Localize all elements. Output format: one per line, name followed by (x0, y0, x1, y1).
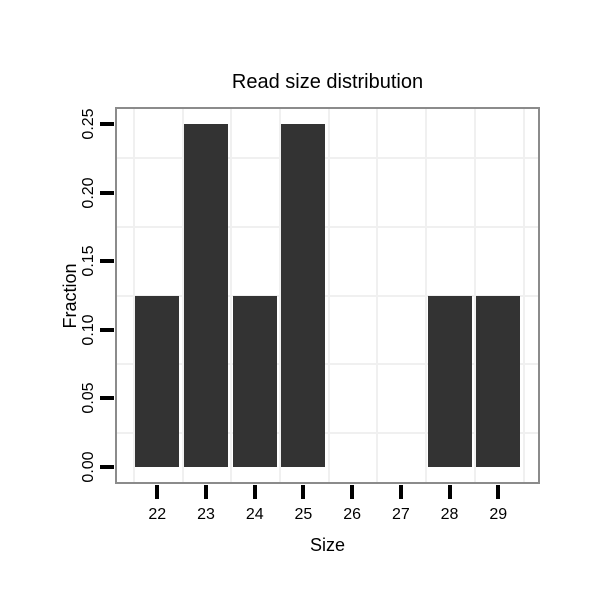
x-tick (301, 485, 306, 499)
x-tick (204, 485, 208, 499)
x-tick (398, 485, 403, 499)
y-tick (100, 396, 114, 401)
h-gridline (117, 363, 538, 366)
h-gridline (117, 225, 538, 228)
bar-size-28 (427, 295, 472, 467)
h-gridline (117, 431, 538, 434)
bar-size-22 (135, 295, 180, 467)
h-gridline (117, 294, 538, 297)
y-tick-label: 0.15 (80, 245, 97, 277)
bar-size-24 (232, 295, 277, 467)
x-tick-label: 28 (440, 506, 459, 523)
y-tick-label: 0.05 (80, 382, 97, 414)
x-tick (350, 485, 355, 499)
x-tick-label: 24 (245, 506, 264, 523)
x-tick (252, 485, 257, 499)
x-tick (155, 485, 160, 499)
y-tick-label: 0.10 (80, 314, 97, 346)
y-tick (100, 190, 114, 195)
x-tick-label: 27 (391, 506, 410, 523)
x-tick (447, 485, 452, 499)
x-tick-label: 22 (148, 506, 167, 523)
y-tick-label: 0.00 (80, 451, 97, 483)
y-tick (100, 122, 114, 126)
plot-panel (115, 107, 540, 484)
h-gridline (117, 157, 538, 160)
x-axis-title: Size (309, 535, 345, 555)
y-tick-label: 0.25 (80, 108, 97, 140)
x-tick-label: 25 (294, 506, 313, 523)
x-tick (496, 485, 501, 499)
y-tick-label: 0.20 (80, 177, 97, 209)
x-tick-label: 23 (197, 506, 215, 523)
bar-size-25 (281, 124, 326, 467)
x-tick-label: 29 (489, 506, 508, 523)
x-tick-label: 26 (343, 506, 362, 523)
bar-size-29 (476, 295, 521, 467)
chart-title: Read size distribution (231, 71, 424, 93)
y-tick (100, 259, 114, 264)
bar-size-23 (184, 124, 228, 467)
y-axis-title: Fraction (60, 263, 80, 329)
y-tick (100, 465, 114, 469)
y-tick (100, 327, 114, 332)
